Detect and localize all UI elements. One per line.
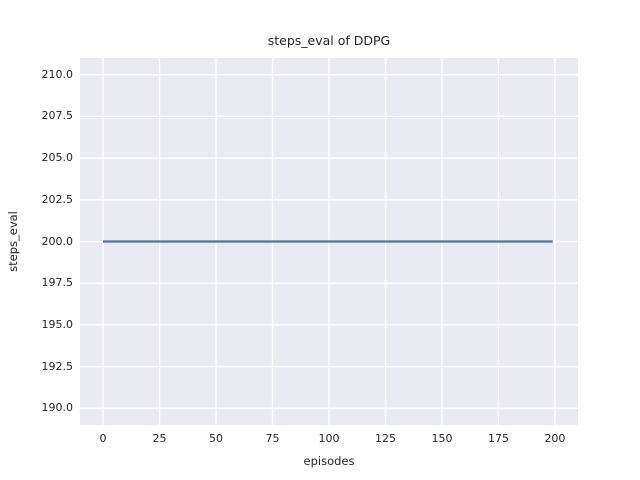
- y-axis-label: steps_eval: [6, 211, 20, 272]
- x-tick-label: 25: [152, 432, 167, 445]
- x-tick-label: 0: [99, 432, 107, 445]
- x-tick-label: 150: [431, 432, 453, 445]
- y-tick-label: 192.5: [41, 359, 74, 373]
- x-tick-label: 100: [318, 432, 340, 445]
- y-tick-label: 190.0: [41, 401, 74, 415]
- chart-title: steps_eval of DDPG: [267, 33, 391, 48]
- x-tick-label: 175: [487, 432, 509, 445]
- y-tick-label: 200.0: [41, 234, 74, 248]
- x-tick-label: 50: [209, 432, 224, 445]
- x-tick-label: 75: [265, 432, 280, 445]
- y-tick-label: 205.0: [41, 151, 74, 165]
- y-tick-label: 210.0: [41, 67, 74, 81]
- y-tick-label: 207.5: [41, 109, 74, 123]
- y-tick-label: 202.5: [41, 192, 74, 206]
- y-tick-label: 195.0: [41, 317, 74, 331]
- plot-area: [80, 58, 578, 425]
- y-tick-label: 197.5: [41, 276, 74, 290]
- x-tick-label: 125: [374, 432, 396, 445]
- plot-canvas: [80, 58, 578, 425]
- x-tick-label: 200: [544, 432, 566, 445]
- x-axis-label: episodes: [303, 454, 355, 468]
